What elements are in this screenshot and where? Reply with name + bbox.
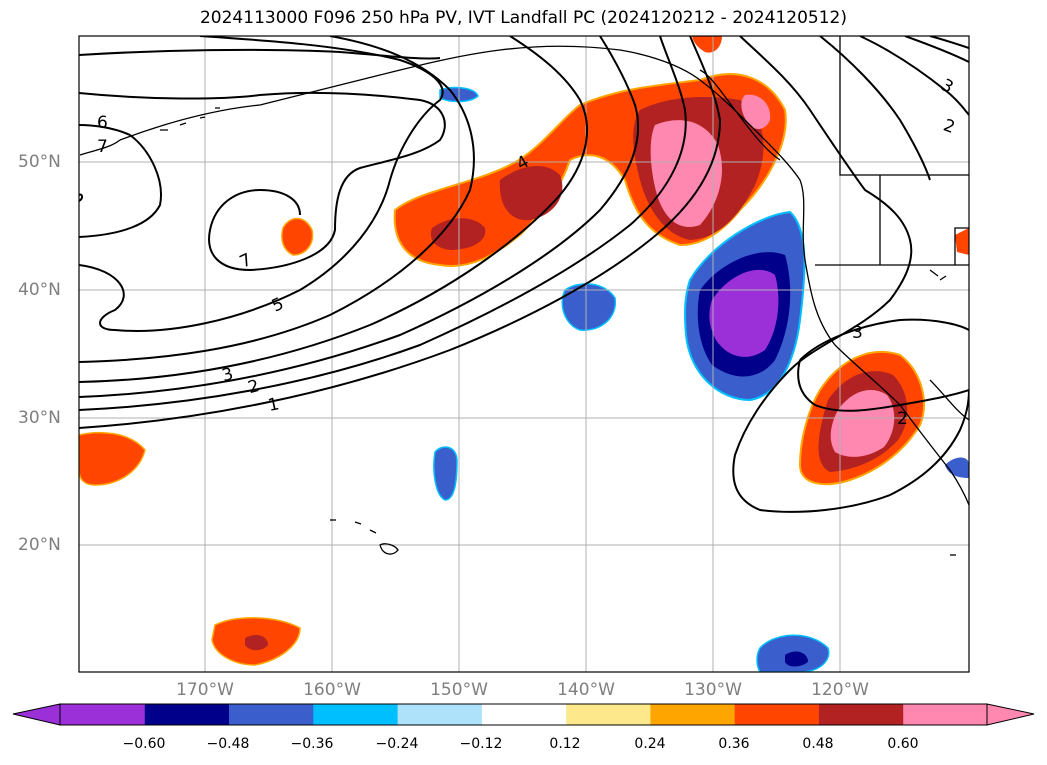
colorbar-segment [60,704,145,725]
lon-label: 170°W [176,680,234,700]
lat-label: 40°N [18,280,61,300]
colorbar-tick-label: 0.60 [887,736,919,752]
colorbar-frame [59,703,988,726]
contour-label: 3 [220,364,236,386]
colorbar-tick-label: 0.48 [802,736,834,752]
colorbar-min-extend-triangle [12,703,61,726]
colorbar-tick-label: 0.36 [718,736,750,752]
colorbar-tick-label: −0.24 [375,736,419,752]
lat-label: 20°N [18,535,61,555]
coastlines [79,36,969,556]
colorbar-tick-label: −0.12 [459,736,503,752]
colorbar-segment [312,704,398,725]
lon-label: 160°W [303,680,361,700]
lon-label: 150°W [430,680,488,700]
colorbar-segment [228,704,314,725]
lon-label: 120°W [811,680,869,700]
lon-label: 140°W [557,680,615,700]
colorbar-segment [565,704,651,725]
pv-contours [79,36,969,513]
colorbar-tick-label: 0.24 [634,736,666,752]
map-plot-area: 6 7 7 5 3 2 1 4 3 2 3 2 [79,36,969,672]
positive-pc-shading [79,36,969,666]
colorbar-tick-label: 0.12 [549,736,581,752]
contour-label: 1 [266,394,281,416]
colorbar-tick-label: −0.36 [290,736,334,752]
colorbar-segment [818,704,904,725]
lat-label: 50°N [18,152,61,172]
contour-label: 7 [97,137,108,157]
colorbar-tick-label: −0.60 [122,736,166,752]
colorbar-segment [397,704,482,725]
colorbar-max-extend-triangle [986,703,1035,726]
colorbar-segment [481,704,567,725]
colorbar-segment [902,704,988,725]
colorbar-segment [649,704,735,725]
colorbar-segment [734,704,819,725]
contour-label: 2 [897,409,908,429]
negative-pc-shading [433,86,969,672]
lat-label: 30°N [18,408,61,428]
lon-label: 130°W [684,680,742,700]
contour-label: 3 [852,323,863,343]
colorbar-segment [144,704,230,725]
map-frame [78,35,970,673]
colorbar-tick-label: −0.48 [206,736,250,752]
contour-label: 2 [246,376,262,398]
contour-label: 6 [97,113,108,133]
colorbar [12,703,1035,726]
map-title: 2024113000 F096 250 hPa PV, IVT Landfall… [199,8,847,28]
